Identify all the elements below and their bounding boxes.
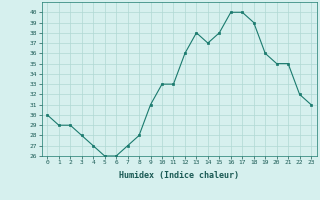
X-axis label: Humidex (Indice chaleur): Humidex (Indice chaleur) <box>119 171 239 180</box>
